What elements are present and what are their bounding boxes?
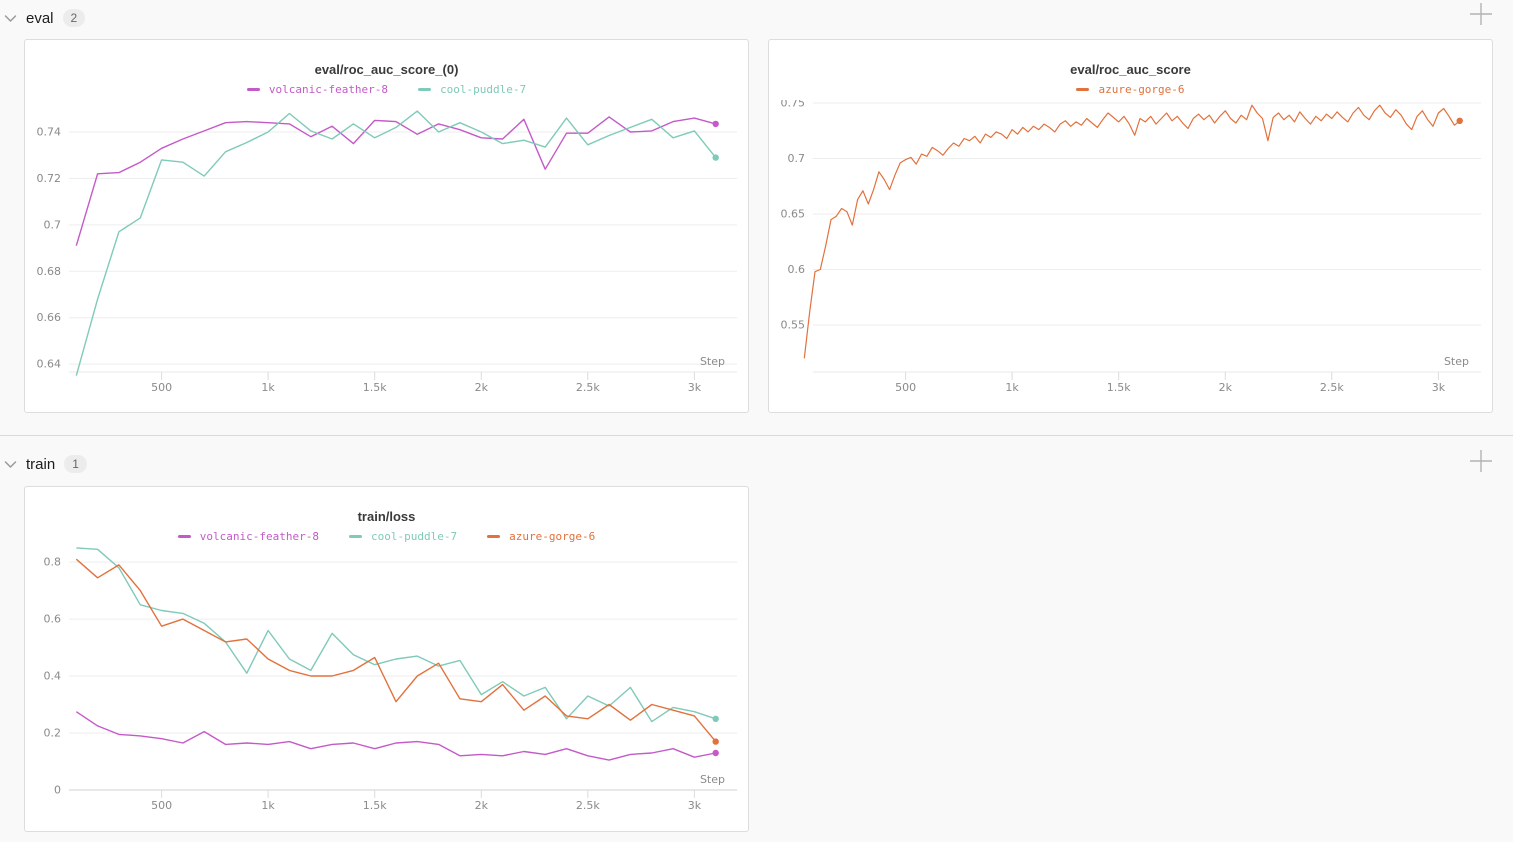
series-line[interactable] bbox=[75, 711, 716, 761]
x-tick-label: 1k bbox=[261, 381, 275, 394]
y-tick-label: 0.75 bbox=[781, 100, 806, 110]
x-tick-label: 1.5k bbox=[363, 381, 387, 394]
chart-title: eval/roc_auc_score_(0) bbox=[314, 62, 459, 77]
legend-run-name: cool-puddle-7 bbox=[371, 530, 458, 543]
series-end-dot bbox=[712, 738, 719, 745]
x-tick-label: 500 bbox=[151, 799, 172, 812]
y-tick-label: 0.4 bbox=[44, 670, 62, 683]
chart-canvas[interactable]: 0.55 0.6 0.65 0.7 0.75 500 1k 1.5k 2k 2.5k 3k Step bbox=[769, 100, 1492, 414]
x-tick-label: 500 bbox=[151, 381, 172, 394]
series-line[interactable] bbox=[75, 116, 716, 246]
section-label-eval[interactable]: eval bbox=[26, 9, 54, 27]
section-count-badge: 1 bbox=[64, 455, 87, 473]
x-axis-label: Step bbox=[700, 773, 725, 786]
legend-run-name: azure-gorge-6 bbox=[509, 530, 596, 543]
add-panel-icon bbox=[1470, 3, 1492, 25]
chart-canvas[interactable]: 0.64 0.66 0.68 0.7 0.72 0.74 500 1k 1.5k 2k 2.5k 3k… bbox=[25, 100, 748, 414]
series-end-dot bbox=[712, 120, 719, 128]
section-divider bbox=[0, 435, 1513, 436]
x-tick-label: 2k bbox=[475, 381, 489, 394]
section-label-train[interactable]: train bbox=[26, 455, 56, 473]
y-tick-label: 0.72 bbox=[37, 172, 62, 185]
legend-item[interactable]: azure-gorge-6 bbox=[1076, 83, 1185, 96]
x-tick-label: 1.5k bbox=[1107, 381, 1131, 394]
series-end-dot bbox=[712, 749, 719, 757]
section-count-badge: 2 bbox=[62, 9, 86, 27]
x-tick-label: 2.5k bbox=[576, 381, 600, 394]
legend-dash-icon bbox=[418, 88, 432, 91]
series-line[interactable] bbox=[75, 558, 717, 743]
chart-title: train/loss bbox=[357, 509, 416, 524]
y-tick-label: 0.7 bbox=[44, 218, 62, 231]
series-end-dot bbox=[1456, 117, 1463, 124]
series-line[interactable] bbox=[76, 547, 716, 723]
section-header-train: train 1 bbox=[4, 452, 87, 476]
x-axis-label: Step bbox=[1444, 355, 1469, 368]
x-tick-label: 1.5k bbox=[363, 799, 387, 812]
x-tick-label: 2.5k bbox=[1320, 381, 1344, 394]
chevron-down-icon[interactable] bbox=[4, 460, 17, 469]
legend: volcanic-feather-8 cool-puddle-7 bbox=[25, 83, 748, 96]
legend-dash-icon bbox=[487, 535, 501, 538]
series-end-dot bbox=[712, 715, 719, 722]
y-tick-label: 0.7 bbox=[788, 152, 806, 165]
legend-run-name: volcanic-feather-8 bbox=[268, 83, 389, 96]
legend-item[interactable]: cool-puddle-7 bbox=[349, 530, 457, 543]
chart-panel-roc-auc[interactable]: eval/roc_auc_score azure-gorge-6 0.55 0.6… bbox=[768, 39, 1493, 413]
y-tick-label: 0 bbox=[54, 784, 61, 797]
add-panel-button[interactable] bbox=[1467, 447, 1495, 475]
series-line[interactable] bbox=[803, 104, 1461, 359]
x-tick-label: 500 bbox=[895, 381, 916, 394]
chart-panel-roc-auc-0[interactable]: eval/roc_auc_score_(0) volcanic-feather-… bbox=[24, 39, 749, 413]
x-tick-label: 2.5k bbox=[576, 799, 600, 812]
legend-dash-icon bbox=[177, 535, 191, 538]
legend-dash-icon bbox=[246, 88, 260, 91]
chart-title: eval/roc_auc_score bbox=[1070, 62, 1191, 77]
x-tick-label: 3k bbox=[688, 381, 702, 394]
series-end-dot bbox=[712, 154, 719, 161]
x-axis-label: Step bbox=[700, 355, 725, 368]
y-tick-label: 0.8 bbox=[44, 556, 62, 569]
x-tick-label: 3k bbox=[1432, 381, 1446, 394]
y-tick-label: 0.74 bbox=[37, 126, 62, 139]
legend-run-name: cool-puddle-7 bbox=[440, 83, 527, 96]
x-tick-label: 1k bbox=[261, 799, 275, 812]
y-tick-label: 0.65 bbox=[781, 208, 806, 221]
legend-item[interactable]: volcanic-feather-8 bbox=[246, 83, 389, 96]
x-tick-label: 1k bbox=[1005, 381, 1019, 394]
y-tick-label: 0.6 bbox=[44, 613, 62, 626]
legend: azure-gorge-6 bbox=[769, 83, 1492, 96]
legend-run-name: azure-gorge-6 bbox=[1098, 83, 1185, 96]
y-tick-label: 0.68 bbox=[37, 265, 62, 278]
chart-canvas[interactable]: 0 0.2 0.4 0.6 0.8 500 1k 1.5k 2k 2.5k 3k Step bbox=[25, 547, 748, 832]
chevron-down-icon[interactable] bbox=[4, 14, 17, 23]
legend-dash-icon bbox=[1076, 88, 1090, 91]
y-tick-label: 0.6 bbox=[788, 263, 806, 276]
y-tick-label: 0.66 bbox=[37, 311, 62, 324]
legend-item[interactable]: volcanic-feather-8 bbox=[177, 530, 320, 543]
add-panel-button[interactable] bbox=[1467, 0, 1495, 28]
x-tick-label: 2k bbox=[1219, 381, 1233, 394]
legend: volcanic-feather-8 cool-puddle-7 azure-gor… bbox=[25, 530, 748, 543]
legend-item[interactable]: cool-puddle-7 bbox=[418, 83, 526, 96]
x-tick-label: 2k bbox=[475, 799, 489, 812]
series-line[interactable] bbox=[75, 110, 717, 376]
y-tick-label: 0.55 bbox=[781, 319, 806, 332]
x-tick-label: 3k bbox=[688, 799, 702, 812]
section-header-eval: eval 2 bbox=[4, 6, 86, 30]
add-panel-icon bbox=[1470, 450, 1492, 472]
legend-dash-icon bbox=[349, 535, 363, 538]
y-tick-label: 0.2 bbox=[44, 727, 62, 740]
legend-run-name: volcanic-feather-8 bbox=[199, 530, 320, 543]
legend-item[interactable]: azure-gorge-6 bbox=[487, 530, 595, 543]
y-tick-label: 0.64 bbox=[37, 358, 62, 371]
chart-panel-train-loss[interactable]: train/loss volcanic-feather-8 cool-puddle… bbox=[24, 486, 749, 832]
